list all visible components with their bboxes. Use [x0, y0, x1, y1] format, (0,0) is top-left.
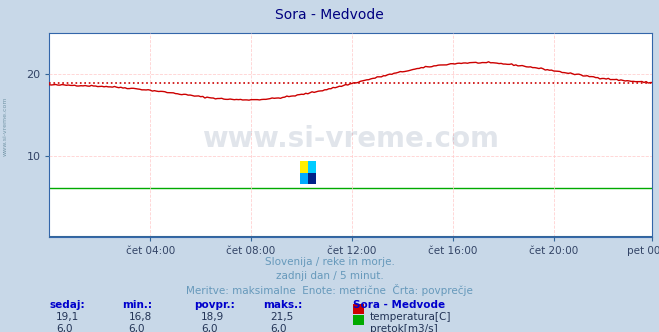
Text: www.si-vreme.com: www.si-vreme.com — [3, 96, 8, 156]
Text: 6,0: 6,0 — [56, 324, 72, 332]
Text: pretok[m3/s]: pretok[m3/s] — [370, 324, 438, 332]
Text: 6,0: 6,0 — [270, 324, 287, 332]
Text: Sora - Medvode: Sora - Medvode — [275, 8, 384, 22]
Bar — [300, 173, 308, 184]
Bar — [308, 161, 316, 173]
Text: 16,8: 16,8 — [129, 312, 152, 322]
Text: sedaj:: sedaj: — [49, 300, 85, 310]
Bar — [308, 173, 316, 184]
Text: 6,0: 6,0 — [201, 324, 217, 332]
Text: povpr.:: povpr.: — [194, 300, 235, 310]
Text: 18,9: 18,9 — [201, 312, 224, 322]
Bar — [300, 161, 308, 173]
Text: 21,5: 21,5 — [270, 312, 293, 322]
Text: temperatura[C]: temperatura[C] — [370, 312, 451, 322]
Text: min.:: min.: — [122, 300, 152, 310]
Text: 19,1: 19,1 — [56, 312, 79, 322]
Text: Meritve: maksimalne  Enote: metrične  Črta: povprečje: Meritve: maksimalne Enote: metrične Črta… — [186, 284, 473, 296]
Text: www.si-vreme.com: www.si-vreme.com — [202, 125, 500, 153]
Text: Sora - Medvode: Sora - Medvode — [353, 300, 445, 310]
Text: zadnji dan / 5 minut.: zadnji dan / 5 minut. — [275, 271, 384, 281]
Text: 6,0: 6,0 — [129, 324, 145, 332]
Text: Slovenija / reke in morje.: Slovenija / reke in morje. — [264, 257, 395, 267]
Text: maks.:: maks.: — [264, 300, 303, 310]
